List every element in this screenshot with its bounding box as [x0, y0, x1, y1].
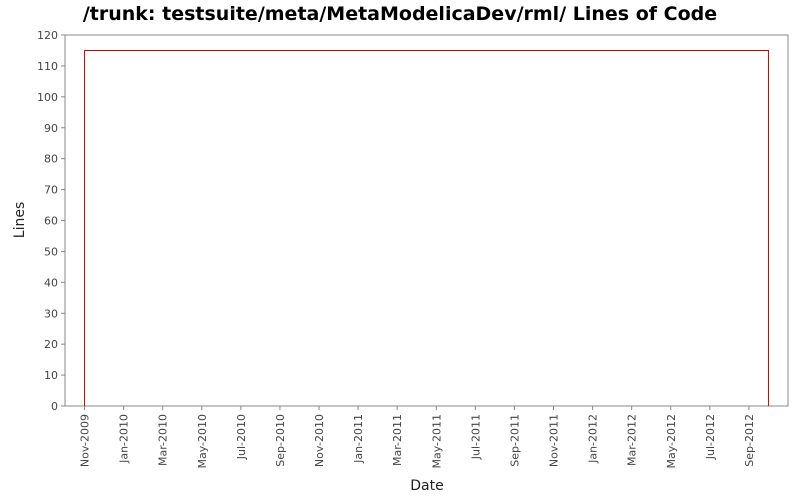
- x-axis-label: Date: [410, 478, 443, 494]
- x-tick-label: Sep-2012: [743, 414, 756, 467]
- x-tick-label: Jan-2011: [352, 414, 365, 464]
- y-tick-label: 80: [44, 153, 58, 166]
- y-tick-label: 40: [44, 276, 58, 289]
- y-tick-label: 100: [37, 91, 58, 104]
- chart-title: /trunk: testsuite/meta/MetaModelicaDev/r…: [83, 3, 717, 25]
- x-tick-label: Nov-2011: [548, 414, 561, 467]
- y-tick-label: 60: [44, 215, 58, 228]
- x-tick-label: Mar-2012: [626, 414, 639, 466]
- y-tick-label: 10: [44, 369, 58, 382]
- x-tick-label: Mar-2011: [391, 414, 404, 466]
- y-tick-label: 20: [44, 338, 58, 351]
- y-tick-label: 90: [44, 122, 58, 135]
- y-axis-label: Lines: [12, 202, 28, 238]
- x-tick-label: Jan-2010: [118, 414, 131, 464]
- x-tick-label: May-2012: [665, 414, 678, 469]
- y-tick-label: 120: [37, 29, 58, 42]
- y-tick-label: 0: [51, 400, 58, 413]
- x-tick-label: Jul-2011: [469, 414, 482, 460]
- x-tick-label: Jan-2012: [587, 414, 600, 464]
- x-tick-label: Nov-2010: [313, 414, 326, 467]
- plot-border: [64, 34, 789, 407]
- y-tick-label: 50: [44, 245, 58, 258]
- x-tick-label: Jul-2012: [704, 414, 717, 460]
- x-tick-label: Sep-2011: [508, 414, 521, 467]
- x-tick-label: May-2011: [430, 414, 443, 469]
- y-tick-label: 30: [44, 307, 58, 320]
- x-tick-label: Sep-2010: [274, 414, 287, 467]
- x-tick-label: Jul-2010: [235, 414, 248, 460]
- x-tick-label: Mar-2010: [157, 414, 170, 466]
- y-tick-label: 110: [37, 60, 58, 73]
- line-series: [84, 49, 769, 406]
- x-tick-label: May-2010: [196, 414, 209, 469]
- y-tick-label: 70: [44, 184, 58, 197]
- x-tick-label: Nov-2009: [79, 414, 92, 467]
